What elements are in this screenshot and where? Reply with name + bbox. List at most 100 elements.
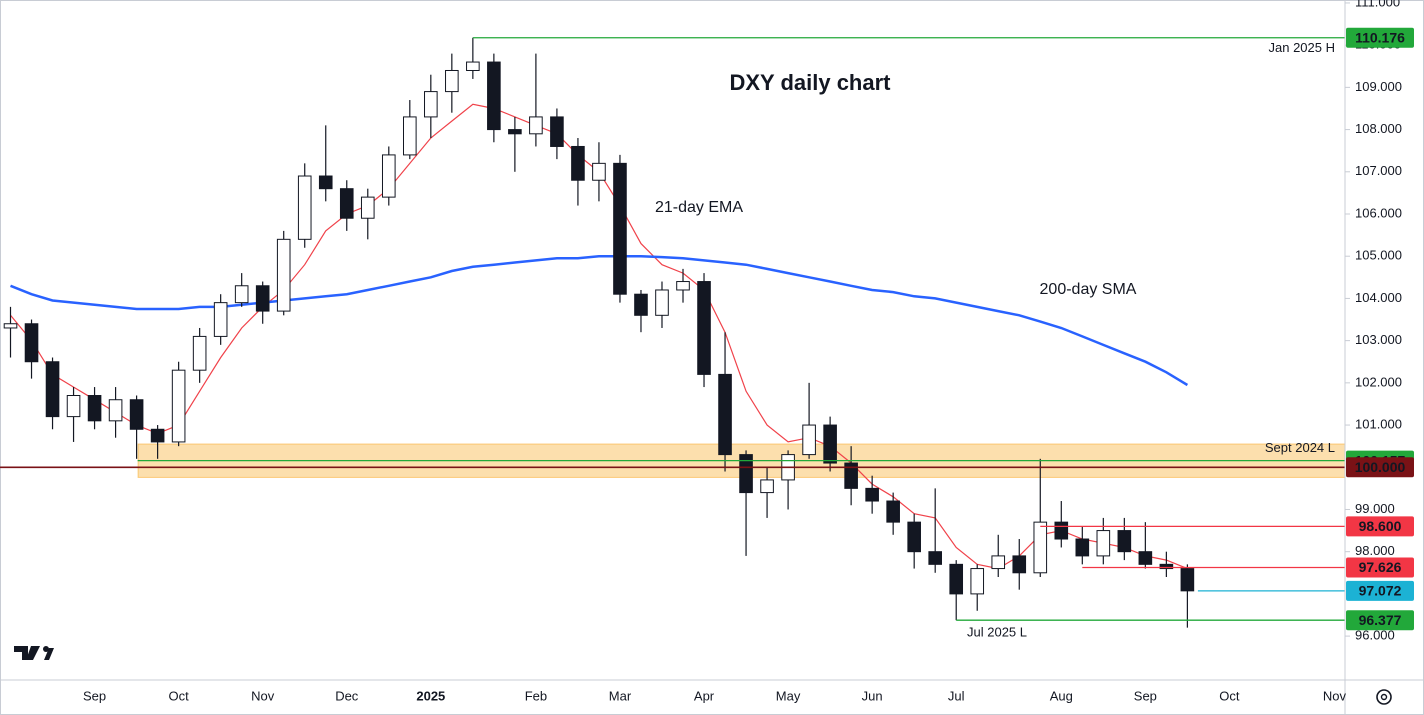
x-tick-label: Mar [609, 688, 632, 703]
candle-body [1138, 551, 1153, 565]
candle-body [445, 69, 459, 93]
candle-body [634, 293, 648, 316]
candle-body [844, 462, 858, 489]
y-tick-label: 108.000 [1355, 121, 1402, 136]
x-tick-label: May [776, 688, 801, 703]
y-tick-label: 103.000 [1355, 332, 1402, 347]
level-name: Sept 2024 L [1265, 440, 1335, 455]
y-tick-label: 96.000 [1355, 628, 1395, 643]
y-tick-label: 98.000 [1355, 543, 1395, 558]
x-tick-label: Jun [862, 688, 883, 703]
logo [14, 646, 54, 660]
x-tick-label: Dec [335, 688, 359, 703]
y-tick-label: 107.000 [1355, 163, 1402, 178]
candle-body [276, 238, 291, 312]
candle-body [45, 361, 60, 418]
candle-body [949, 563, 964, 595]
price-tag-label: 98.600 [1359, 518, 1402, 534]
candle-body [297, 175, 312, 240]
x-tick-label: Nov [251, 688, 275, 703]
candle-body [403, 116, 417, 156]
candle-body [760, 479, 774, 494]
candle-body [571, 145, 585, 181]
candle-body [487, 61, 501, 131]
level-name: Jan 2025 H [1269, 40, 1336, 55]
annotation: 21-day EMA [655, 199, 743, 216]
x-tick-label: Aug [1050, 688, 1073, 703]
candle-body [718, 373, 732, 456]
y-tick-label: 109.000 [1355, 79, 1402, 94]
candle-body [613, 162, 627, 295]
candle-body [907, 521, 921, 553]
candle-body [886, 500, 900, 523]
price-tag-label: 97.626 [1359, 559, 1402, 575]
candle-body [318, 175, 333, 190]
y-tick-label: 99.000 [1355, 501, 1395, 516]
candle-body [150, 428, 165, 443]
x-tick-label: Nov [1323, 688, 1347, 703]
y-tick-label: 105.000 [1355, 248, 1402, 263]
settings-icon[interactable] [1376, 689, 1392, 705]
candle-body [24, 323, 39, 363]
candle-body [823, 424, 837, 464]
candle-body [1180, 568, 1195, 592]
price-tag-label: 97.072 [1359, 583, 1402, 599]
price-tag [1346, 457, 1414, 478]
candle-body [1117, 530, 1132, 553]
price-tag [1346, 557, 1414, 578]
candle-body [865, 487, 879, 502]
plot-area: Jan 2025 H Sept 2024 L Jul 2025 L [0, 37, 1346, 640]
candle-body [339, 188, 354, 219]
chart-title: DXY daily chart [730, 70, 892, 95]
x-tick-label: Jul [948, 688, 965, 703]
y-tick-label: 101.000 [1355, 416, 1402, 431]
x-tick-label: Feb [525, 688, 547, 703]
candle-body [970, 568, 985, 595]
candle-body [66, 395, 81, 418]
candle-body [87, 395, 102, 422]
candle-body [129, 399, 144, 430]
candle-body [739, 454, 753, 494]
candle-body [1033, 521, 1048, 574]
candle-body [1096, 530, 1111, 557]
x-tick-label: Sep [1134, 688, 1157, 703]
candle-body [1075, 538, 1090, 557]
candle-body [1012, 555, 1027, 574]
y-tick-label: 111.000 [1355, 0, 1400, 9]
x-tick-label: 2025 [416, 688, 445, 703]
candle-body [802, 424, 816, 456]
candle-body [360, 196, 375, 219]
candle-body [550, 116, 564, 147]
candle-body [424, 91, 438, 118]
level-name: Jul 2025 L [967, 625, 1027, 640]
price-tag [1346, 516, 1414, 537]
candle-body [171, 369, 186, 443]
candle-body [108, 399, 123, 422]
y-tick-label: 104.000 [1355, 290, 1402, 305]
price-tag-label: 110.176 [1355, 29, 1405, 45]
x-tick-label: Apr [694, 688, 715, 703]
x-tick-label: Sep [83, 688, 106, 703]
price-tag-label: 100.000 [1355, 459, 1406, 475]
annotation: 200-day SMA [1040, 281, 1137, 298]
candle-body [676, 281, 690, 291]
x-tick-label: Oct [1219, 688, 1240, 703]
candle-body [697, 281, 711, 375]
price-tag [1346, 610, 1414, 631]
candle-body [213, 302, 228, 337]
price-tag [1346, 580, 1414, 601]
candle-body [1159, 563, 1174, 570]
price-tag [1346, 27, 1414, 48]
candle-body [655, 289, 669, 316]
candle-body [466, 61, 480, 71]
candle-body [381, 154, 396, 198]
y-tick-label: 106.000 [1355, 205, 1402, 220]
x-tick-label: Oct [169, 688, 190, 703]
candle-body [508, 129, 522, 135]
candle-body [529, 116, 543, 135]
candle-body [234, 285, 249, 304]
candle-body [255, 285, 270, 312]
